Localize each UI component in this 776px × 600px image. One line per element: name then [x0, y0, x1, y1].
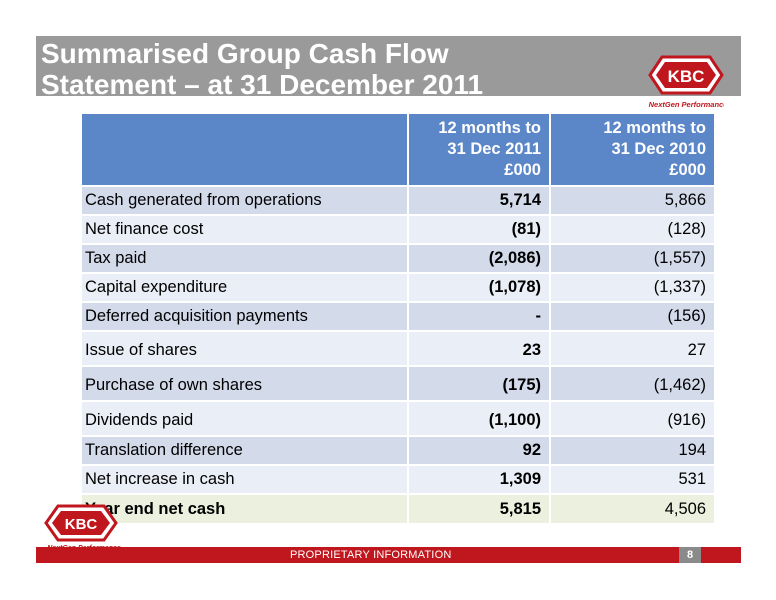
- table-total-row: Year end net cash 5,815 4,506: [82, 493, 714, 523]
- row-label: Net increase in cash: [82, 464, 409, 494]
- value-2011: 23: [408, 330, 551, 366]
- row-label: Capital expenditure: [82, 272, 409, 302]
- value-2011: 5,815: [408, 493, 551, 523]
- footer-proprietary-text: PROPRIETARY INFORMATION: [290, 549, 452, 561]
- kbc-logo-bottom-text: KBC: [65, 516, 98, 533]
- table-row: Net finance cost (81) (128): [82, 214, 714, 244]
- value-2011: 5,714: [408, 185, 551, 215]
- kbc-logo-top-text: KBC: [668, 67, 705, 86]
- value-2010: 4,506: [550, 493, 714, 523]
- value-2010: 194: [550, 435, 714, 465]
- page-number: 8: [679, 547, 701, 563]
- kbc-logo-top: KBC NextGen Performance: [648, 55, 724, 109]
- value-2010: (1,557): [550, 243, 714, 273]
- value-2011: 92: [408, 435, 551, 465]
- value-2010: 5,866: [550, 185, 714, 215]
- table-row: Dividends paid (1,100) (916): [82, 400, 714, 436]
- value-2010: 531: [550, 464, 714, 494]
- value-2011: -: [408, 301, 551, 331]
- row-label: Year end net cash: [82, 493, 409, 523]
- header-current-period: 12 months to 31 Dec 2011 £000: [408, 114, 551, 186]
- cash-flow-table-container: 12 months to 31 Dec 2011 £000 12 months …: [82, 114, 714, 523]
- slide-title-line-1: Summarised Group Cash Flow: [41, 38, 449, 69]
- row-label: Tax paid: [82, 243, 409, 273]
- row-label: Issue of shares: [82, 330, 409, 366]
- table-row: Cash generated from operations 5,714 5,8…: [82, 185, 714, 215]
- value-2011: (175): [408, 365, 551, 401]
- header-label-cell: [82, 114, 409, 186]
- cash-flow-table: 12 months to 31 Dec 2011 £000 12 months …: [82, 114, 714, 523]
- table-header-row: 12 months to 31 Dec 2011 £000 12 months …: [82, 114, 714, 186]
- table-row: Issue of shares 23 27: [82, 330, 714, 366]
- table-row: Purchase of own shares (175) (1,462): [82, 365, 714, 401]
- row-label: Dividends paid: [82, 400, 409, 436]
- kbc-logo-top-tagline: NextGen Performance: [649, 100, 724, 109]
- table-row: Deferred acquisition payments - (156): [82, 301, 714, 331]
- row-label: Translation difference: [82, 435, 409, 465]
- title-bar: [36, 36, 741, 96]
- value-2010: 27: [550, 330, 714, 366]
- kbc-logo-bottom: KBC NextGen Performance: [44, 504, 121, 552]
- value-2010: (156): [550, 301, 714, 331]
- slide-title-line-2: Statement – at 31 December 2011: [41, 69, 484, 100]
- value-2010: (1,337): [550, 272, 714, 302]
- table-row: Capital expenditure (1,078) (1,337): [82, 272, 714, 302]
- value-2011: (1,100): [408, 400, 551, 436]
- slide-title: Summarised Group Cash Flow Statement – a…: [41, 38, 483, 100]
- row-label: Net finance cost: [82, 214, 409, 244]
- value-2011: (81): [408, 214, 551, 244]
- row-label: Purchase of own shares: [82, 365, 409, 401]
- header-previous-period: 12 months to 31 Dec 2010 £000: [550, 114, 714, 186]
- table-row: Net increase in cash 1,309 531: [82, 464, 714, 494]
- row-label: Deferred acquisition payments: [82, 301, 409, 331]
- value-2010: (916): [550, 400, 714, 436]
- table-row: Tax paid (2,086) (1,557): [82, 243, 714, 273]
- value-2011: 1,309: [408, 464, 551, 494]
- footer-bar: [36, 547, 741, 563]
- value-2010: (128): [550, 214, 714, 244]
- value-2011: (2,086): [408, 243, 551, 273]
- table-row: Translation difference 92 194: [82, 435, 714, 465]
- value-2011: (1,078): [408, 272, 551, 302]
- value-2010: (1,462): [550, 365, 714, 401]
- row-label: Cash generated from operations: [82, 185, 409, 215]
